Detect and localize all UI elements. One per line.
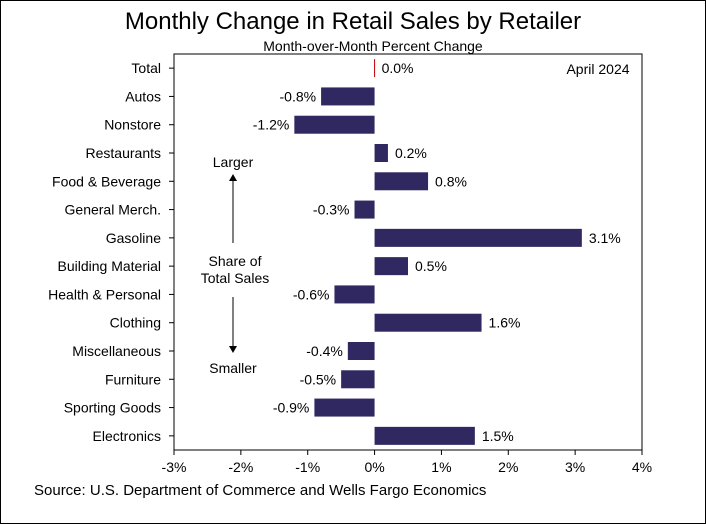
share-down-arrowhead	[229, 346, 237, 353]
value-label: 0.8%	[435, 173, 467, 189]
category-label: Furniture	[105, 371, 161, 387]
share-larger-label: Larger	[213, 154, 254, 170]
x-tick-label: 0%	[364, 459, 384, 475]
value-label: 0.5%	[415, 258, 447, 274]
share-middle-label-2: Total Sales	[201, 270, 269, 286]
value-label: -1.2%	[253, 117, 290, 133]
category-label: Food & Beverage	[52, 173, 161, 189]
bar	[374, 172, 429, 191]
x-tick-label: -2%	[228, 459, 253, 475]
value-label: 1.6%	[489, 315, 521, 331]
plot-area	[173, 53, 643, 451]
category-label: Total	[131, 60, 161, 76]
value-label: 1.5%	[482, 428, 514, 444]
bar	[374, 257, 408, 276]
chart-title: Monthly Change in Retail Sales by Retail…	[124, 8, 582, 35]
value-label: -0.4%	[306, 343, 343, 359]
x-axis: -3% -2% -1% 0% 1% 2% 3% 4%	[162, 450, 652, 475]
value-label: 0.0%	[382, 60, 414, 76]
bar	[354, 200, 375, 219]
category-label: General Merch.	[65, 202, 161, 218]
bar	[347, 342, 375, 360]
value-label: 0.2%	[395, 145, 427, 161]
value-label: -0.8%	[280, 88, 317, 104]
category-label: Miscellaneous	[72, 343, 161, 359]
x-tick-label: 1%	[431, 459, 451, 475]
value-label: -0.6%	[293, 286, 330, 302]
bar	[374, 144, 388, 162]
bars	[294, 87, 582, 445]
category-label: Clothing	[110, 315, 161, 331]
share-up-arrowhead	[229, 174, 237, 181]
share-annotation: Larger Share of Total Sales Smaller	[201, 154, 269, 376]
bar	[314, 398, 375, 417]
category-label: Nonstore	[104, 117, 161, 133]
category-label: Autos	[125, 88, 161, 104]
category-label: Gasoline	[106, 230, 161, 246]
category-label: Electronics	[93, 428, 161, 444]
share-smaller-label: Smaller	[209, 360, 257, 376]
category-labels: Total Autos Nonstore Restaurants Food & Beve…	[48, 60, 174, 444]
x-tick-label: -1%	[295, 459, 320, 475]
x-tick-label: 3%	[565, 459, 585, 475]
chart-subtitle: Month-over-Month Percent Change	[263, 38, 483, 54]
value-label: -0.3%	[313, 202, 350, 218]
value-label: 3.1%	[589, 230, 621, 246]
value-labels: 0.0% -0.8% -1.2% 0.2% 0.8% -0.3% 3.1% 0.5% -0.6%…	[253, 60, 621, 444]
share-middle-label-1: Share of	[209, 253, 262, 269]
category-label: Building Material	[58, 258, 162, 274]
source-note: Source: U.S. Department of Commerce and …	[34, 482, 487, 499]
bar	[321, 87, 375, 106]
category-label: Restaurants	[86, 145, 161, 161]
value-label: -0.9%	[273, 400, 310, 416]
bar	[374, 426, 475, 445]
bar	[334, 285, 375, 304]
bar	[374, 313, 482, 332]
x-tick-label: 2%	[498, 459, 518, 475]
category-label: Health & Personal	[48, 286, 161, 302]
date-annotation: April 2024	[566, 61, 629, 77]
category-label: Sporting Goods	[64, 400, 161, 416]
bar	[341, 370, 375, 389]
bar	[374, 228, 582, 247]
value-label: -0.5%	[300, 371, 337, 387]
bar	[294, 115, 375, 134]
x-tick-label: -3%	[162, 459, 187, 475]
x-tick-label: 4%	[632, 459, 652, 475]
